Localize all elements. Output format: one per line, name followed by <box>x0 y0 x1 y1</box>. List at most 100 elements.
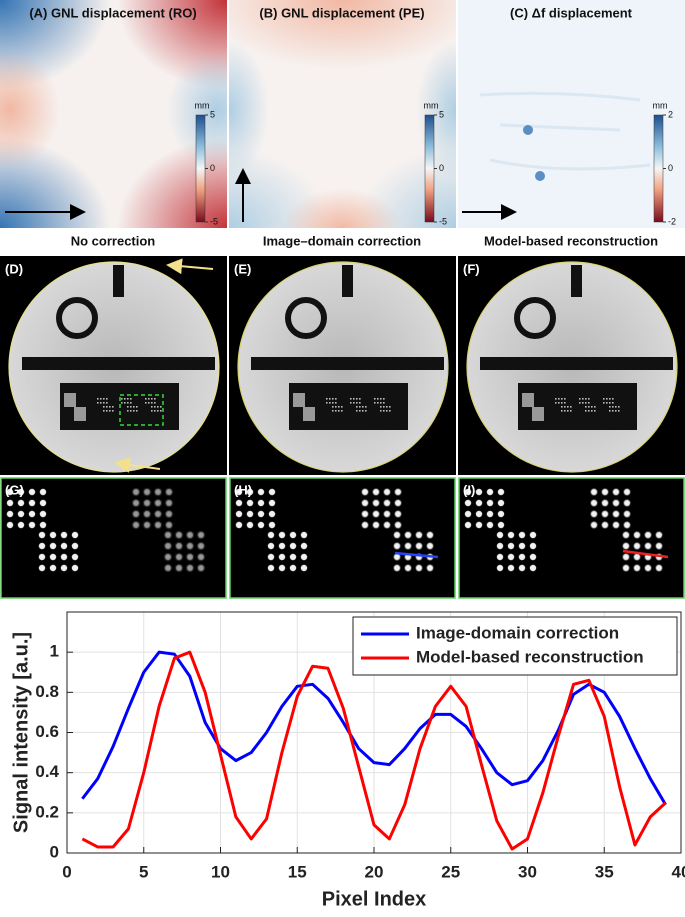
zoom-dot <box>257 488 265 496</box>
insert-dot <box>338 406 340 408</box>
insert-dot <box>386 406 388 408</box>
colorbar-unit: mm <box>653 100 668 110</box>
column-header: No correction <box>71 233 156 248</box>
zoom-dot <box>392 530 401 539</box>
insert-dot <box>154 406 156 408</box>
zoom-dot <box>600 509 609 518</box>
zoom-dot <box>611 520 620 529</box>
insert-dot <box>356 398 358 400</box>
insert-dot <box>154 410 156 412</box>
colorbar-tick-label: 0 <box>668 163 673 173</box>
phantom-rod <box>571 265 582 297</box>
insert-dot <box>380 402 382 404</box>
zoom-dot <box>153 509 163 519</box>
colorbar-unit: mm <box>195 100 210 110</box>
insert-dot <box>103 410 105 412</box>
insert-dot <box>341 406 343 408</box>
colorbar: mm5 0 -5 <box>195 100 219 226</box>
zoom-dot <box>403 530 412 539</box>
zoom-dot <box>300 531 308 539</box>
insert-dot <box>329 402 331 404</box>
zoom-row: (G) (H) (I) <box>0 477 685 599</box>
zoom-dot <box>622 509 631 518</box>
insert-dot <box>588 402 590 404</box>
zoom-dot <box>507 564 515 572</box>
insert-dot <box>585 398 587 400</box>
insert-dot <box>151 410 153 412</box>
zoom-dot <box>518 553 526 561</box>
zoom-dot <box>589 498 598 507</box>
insert-block <box>74 407 86 421</box>
insert-dot <box>121 398 123 400</box>
zoom-dot <box>38 531 46 539</box>
insert-dot <box>618 406 620 408</box>
zoom-dot <box>163 530 173 540</box>
zoom-dot <box>643 530 652 539</box>
zoom-dot <box>622 487 631 496</box>
insert-dot <box>353 402 355 404</box>
insert-dot <box>612 402 614 404</box>
zoom-dot <box>17 510 25 518</box>
insert-dot <box>133 406 135 408</box>
zoom-dot <box>486 510 494 518</box>
zoom-dot <box>39 499 47 507</box>
colorbar-scale <box>653 114 664 223</box>
insert-dot <box>591 406 593 408</box>
zoom-dot <box>382 509 391 518</box>
zoom-dot <box>268 488 276 496</box>
zoom-dot <box>518 542 526 550</box>
panel-label: (E) <box>234 261 251 276</box>
panel-title: (B) GNL displacement (PE) <box>259 5 424 20</box>
zoom-dot <box>621 541 630 550</box>
insert-dot <box>121 402 123 404</box>
y-axis-label: Signal intensity [a.u.] <box>10 632 32 833</box>
y-tick-label: 0.6 <box>35 722 59 741</box>
colorbar-tick-label: 2 <box>668 109 673 119</box>
insert-dot <box>567 406 569 408</box>
zoom-dot <box>278 531 286 539</box>
zoom-dot <box>39 488 47 496</box>
zoom-dot <box>611 509 620 518</box>
zoom-dot <box>163 563 173 573</box>
zoom-dot <box>6 499 14 507</box>
zoom-dot <box>17 521 25 529</box>
insert-dot <box>145 398 147 400</box>
insert-dot <box>588 410 590 412</box>
zoom-dot <box>632 552 641 561</box>
zoom-dot <box>268 499 276 507</box>
insert-dot <box>106 402 108 404</box>
x-tick-label: 35 <box>595 862 614 881</box>
panel-label: (D) <box>5 261 23 276</box>
insert-dot <box>561 406 563 408</box>
insert-dot <box>356 410 358 412</box>
y-tick-label: 0.8 <box>35 682 59 701</box>
insert-dot <box>609 398 611 400</box>
zoom-dot <box>60 553 68 561</box>
zoom-dot <box>622 498 631 507</box>
insert-dot <box>109 406 111 408</box>
zoom-dot <box>164 520 174 530</box>
insert-dot <box>564 402 566 404</box>
insert-dot <box>579 402 581 404</box>
zoom-dot <box>289 553 297 561</box>
insert-dot <box>588 406 590 408</box>
zoom-dot <box>6 510 14 518</box>
zoom-dot <box>497 510 505 518</box>
insert-dot <box>588 398 590 400</box>
yellow-arrow <box>114 456 161 473</box>
zoom-dot <box>589 509 598 518</box>
insert-dot <box>326 398 328 400</box>
insert-dot <box>145 402 147 404</box>
zoom-dot <box>185 541 195 551</box>
legend-label: Image-domain correction <box>416 623 619 642</box>
insert-dot <box>365 410 367 412</box>
zoom-dot <box>497 499 505 507</box>
insert-dot <box>350 398 352 400</box>
insert-dot <box>335 406 337 408</box>
zoom-dot <box>163 541 173 551</box>
zoom-dot <box>392 552 401 561</box>
insert-dot <box>386 410 388 412</box>
zoom-dot <box>589 520 598 529</box>
insert-dot <box>585 406 587 408</box>
zoom-dot <box>28 499 36 507</box>
